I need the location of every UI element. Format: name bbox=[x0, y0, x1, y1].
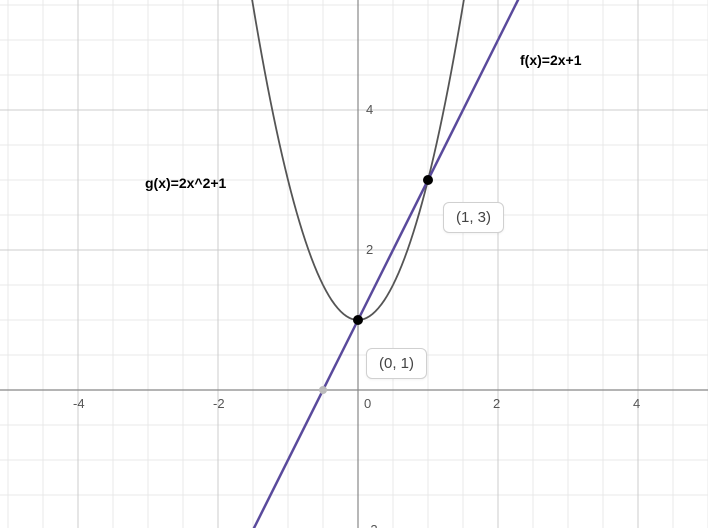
ytick-label: 2 bbox=[366, 242, 373, 257]
point-label-0: (1, 3) bbox=[443, 202, 504, 233]
function-label-line: f(x)=2x+1 bbox=[520, 52, 581, 68]
ytick-label: 4 bbox=[366, 102, 373, 117]
ytick-label: -2 bbox=[366, 522, 378, 528]
xtick-label: 2 bbox=[493, 396, 500, 411]
xtick-label: -2 bbox=[213, 396, 225, 411]
coordinate-chart: (1, 3) (0, 1) f(x)=2x+1 g(x)=2x^2+1 -4 -2 0 2 4 -… bbox=[0, 0, 708, 528]
chart-svg bbox=[0, 0, 708, 528]
xtick-label: 0 bbox=[364, 396, 371, 411]
function-label-parabola: g(x)=2x^2+1 bbox=[145, 175, 226, 191]
xtick-label: 4 bbox=[633, 396, 640, 411]
xtick-label: -4 bbox=[73, 396, 85, 411]
point-label-1: (0, 1) bbox=[366, 348, 427, 379]
